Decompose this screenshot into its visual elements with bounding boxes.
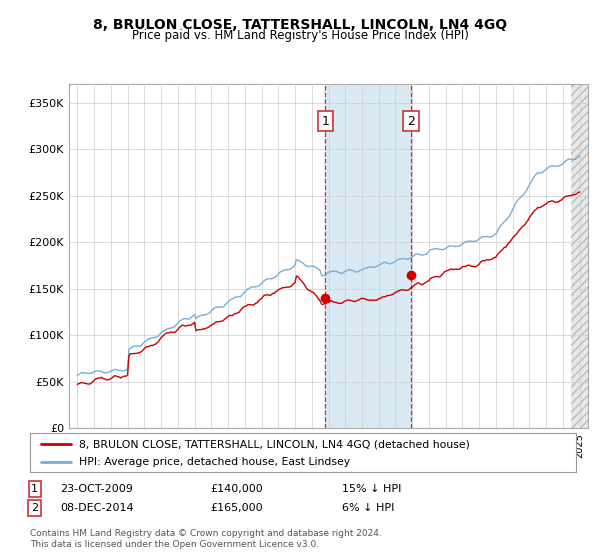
Text: 2: 2 [407,115,415,128]
Text: 2: 2 [31,503,38,513]
Text: 1: 1 [31,484,38,494]
Text: 6% ↓ HPI: 6% ↓ HPI [342,503,394,513]
Bar [325,84,411,428]
Bar [571,84,590,428]
Text: 8, BRULON CLOSE, TATTERSHALL, LINCOLN, LN4 4GQ (detached house): 8, BRULON CLOSE, TATTERSHALL, LINCOLN, L… [79,439,470,449]
Text: 15% ↓ HPI: 15% ↓ HPI [342,484,401,494]
Text: £165,000: £165,000 [210,503,263,513]
Text: 1: 1 [322,115,329,128]
Text: HPI: Average price, detached house, East Lindsey: HPI: Average price, detached house, East… [79,456,350,466]
Text: 08-DEC-2014: 08-DEC-2014 [60,503,134,513]
Bar [571,84,590,428]
Text: £140,000: £140,000 [210,484,263,494]
Text: 23-OCT-2009: 23-OCT-2009 [60,484,133,494]
Text: 8, BRULON CLOSE, TATTERSHALL, LINCOLN, LN4 4GQ: 8, BRULON CLOSE, TATTERSHALL, LINCOLN, L… [93,18,507,32]
Text: Price paid vs. HM Land Registry's House Price Index (HPI): Price paid vs. HM Land Registry's House … [131,29,469,42]
Text: Contains HM Land Registry data © Crown copyright and database right 2024.
This d: Contains HM Land Registry data © Crown c… [30,529,382,549]
